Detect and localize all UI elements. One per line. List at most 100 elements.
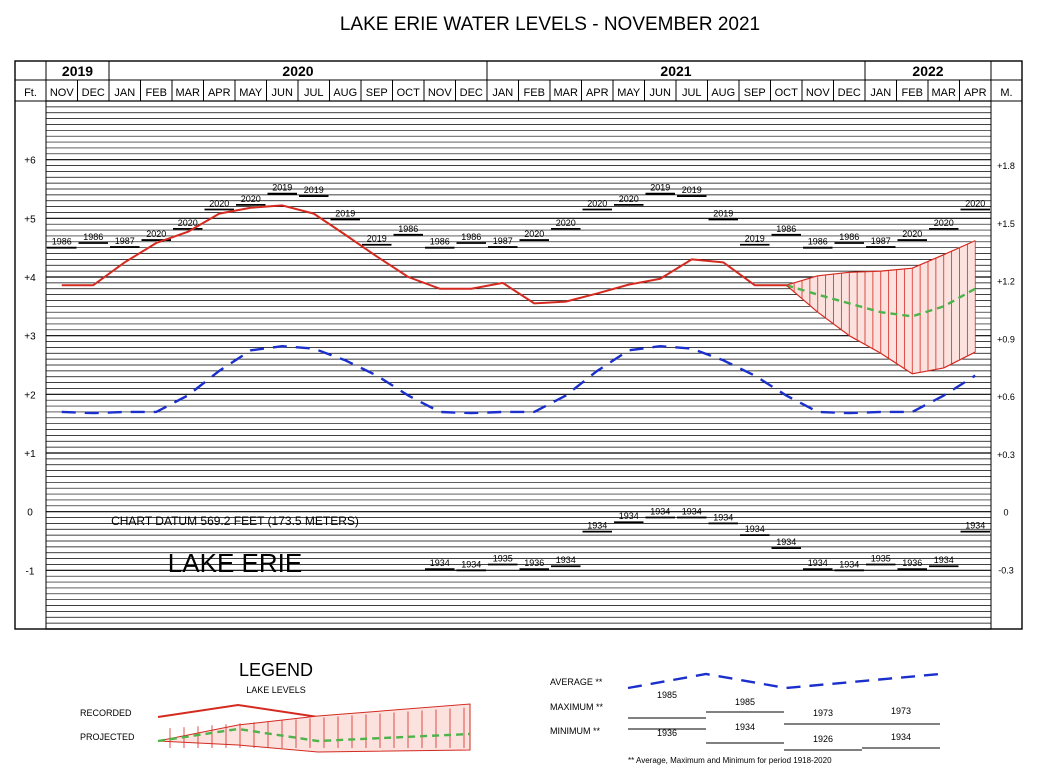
month-label: JAN	[492, 87, 513, 99]
series-projected-min	[785, 284, 976, 375]
feet-tick-label: +3	[24, 332, 36, 343]
chart-title: LAKE ERIE WATER LEVELS - NOVEMBER 2021	[340, 14, 760, 35]
legend-average-swatch	[627, 672, 941, 690]
min-record-year: 1934	[839, 559, 859, 569]
month-label: JAN	[114, 87, 135, 99]
legend: LEGEND LAKE LEVELS RECORDED PROJECTED AV…	[80, 660, 941, 765]
max-record-year: 2019	[713, 209, 733, 219]
min-record-year: 1936	[902, 558, 922, 568]
month-label: OCT	[775, 87, 799, 99]
month-label: SEP	[744, 87, 766, 99]
min-record-year: 1936	[524, 558, 544, 568]
max-record-year: 1987	[115, 236, 135, 246]
max-record-year: 2020	[934, 218, 954, 228]
meter-tick-label: +0.9	[997, 334, 1015, 344]
max-record-year: 2019	[367, 234, 387, 244]
month-label: FEB	[524, 87, 545, 99]
month-label: NOV	[806, 87, 831, 99]
legend-recorded-label: RECORDED	[80, 708, 132, 718]
record-markers: 1986 1986 1987 2020 2020 2020 2020 2019 2019 2019…	[47, 183, 990, 572]
min-record-year: 1935	[871, 553, 891, 563]
series-lines	[61, 204, 976, 415]
max-record-year: 2019	[745, 234, 765, 244]
month-label: DEC	[838, 87, 861, 99]
year-label: 2022	[912, 63, 943, 79]
chart-annotations: CHART DATUM 569.2 FEET (173.5 METERS) LA…	[111, 514, 359, 578]
month-label: MAY	[617, 87, 641, 99]
min-record-year: 1934	[650, 507, 670, 517]
max-record-year: 2020	[965, 199, 985, 209]
feet-tick-label: -1	[26, 566, 35, 577]
month-label: NOV	[428, 87, 453, 99]
month-label: FEB	[902, 87, 923, 99]
feet-tick-label: +1	[24, 449, 36, 460]
legend-max-year: 1985	[657, 690, 677, 700]
meter-tick-label: +0.3	[997, 450, 1015, 460]
legend-projected-swatch	[157, 727, 471, 743]
meter-tick-label: +1.5	[997, 219, 1015, 229]
max-record-year: 1986	[83, 232, 103, 242]
month-year-header: 2019 2020 2021 2022 NOV DEC JAN FEB MAR APR MAY JUN…	[15, 61, 1022, 102]
legend-title: LEGEND	[239, 660, 313, 680]
feet-tick-label: +6	[24, 156, 36, 167]
max-record-year: 2020	[241, 194, 261, 204]
max-record-year: 2020	[178, 218, 198, 228]
min-record-year: 1935	[493, 553, 513, 563]
meter-tick-label: -0.3	[998, 565, 1014, 575]
legend-min-year: 1934	[735, 722, 755, 732]
max-record-year: 2019	[272, 183, 292, 193]
legend-max-year: 1973	[813, 708, 833, 718]
min-record-year: 1934	[965, 521, 985, 531]
month-label: AUG	[333, 87, 357, 99]
legend-max-year: 1973	[891, 706, 911, 716]
month-label: MAY	[239, 87, 263, 99]
max-record-year: 1987	[493, 236, 513, 246]
month-label: SEP	[366, 87, 388, 99]
min-record-year: 1934	[556, 555, 576, 565]
max-record-year: 2019	[682, 185, 702, 195]
month-label: APR	[964, 87, 987, 99]
legend-min-year: 1926	[813, 734, 833, 744]
max-record-year: 2019	[304, 185, 324, 195]
month-label: MAR	[932, 87, 957, 99]
legend-projected-label: PROJECTED	[80, 732, 135, 742]
min-record-year: 1934	[587, 521, 607, 531]
month-label: MAR	[176, 87, 201, 99]
right-axis-unit: M.	[1000, 87, 1012, 99]
year-label: 2019	[62, 63, 93, 79]
month-label: MAR	[554, 87, 579, 99]
plot-grid	[14, 60, 1023, 630]
left-axis-unit: Ft.	[24, 87, 37, 99]
max-record-year: 2020	[524, 229, 544, 239]
max-record-year: 1986	[776, 224, 796, 234]
feet-tick-label: 0	[27, 508, 33, 519]
month-label: FEB	[146, 87, 167, 99]
meter-tick-label: +1.2	[997, 277, 1015, 287]
meter-tick-label: +0.6	[997, 392, 1015, 402]
legend-projected-band	[157, 703, 471, 753]
month-label: OCT	[397, 87, 421, 99]
legend-minimum-label: MINIMUM **	[550, 726, 600, 736]
meter-tick-label: +1.8	[997, 161, 1015, 171]
legend-max-year: 1985	[735, 697, 755, 707]
max-record-year: 1986	[839, 232, 859, 242]
feet-tick-label: +5	[24, 214, 36, 225]
month-label: JUL	[682, 87, 702, 99]
month-label: DEC	[460, 87, 483, 99]
series-projected	[785, 284, 976, 318]
min-record-year: 1934	[430, 558, 450, 568]
min-record-year: 1934	[713, 512, 733, 522]
chart-datum-label: CHART DATUM 569.2 FEET (173.5 METERS)	[111, 514, 359, 528]
max-record-year: 1986	[430, 237, 450, 247]
feet-tick-label: +4	[24, 273, 36, 284]
month-label: DEC	[82, 87, 105, 99]
legend-swatches: 1985 1985 1973 1973 1936 1934 1926 1934	[157, 672, 941, 753]
max-record-year: 1986	[461, 232, 481, 242]
max-record-year: 2020	[209, 199, 229, 209]
meter-tick-label: 0	[1003, 508, 1008, 518]
series-recorded	[61, 204, 787, 305]
series-average	[61, 345, 976, 415]
min-record-year: 1934	[682, 507, 702, 517]
max-record-year: 2019	[650, 183, 670, 193]
